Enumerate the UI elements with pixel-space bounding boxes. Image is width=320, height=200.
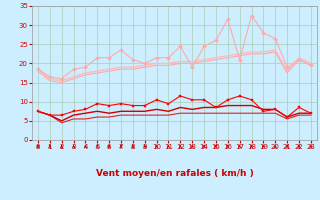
Text: Vent moyen/en rafales ( km/h ): Vent moyen/en rafales ( km/h ) <box>96 169 253 178</box>
